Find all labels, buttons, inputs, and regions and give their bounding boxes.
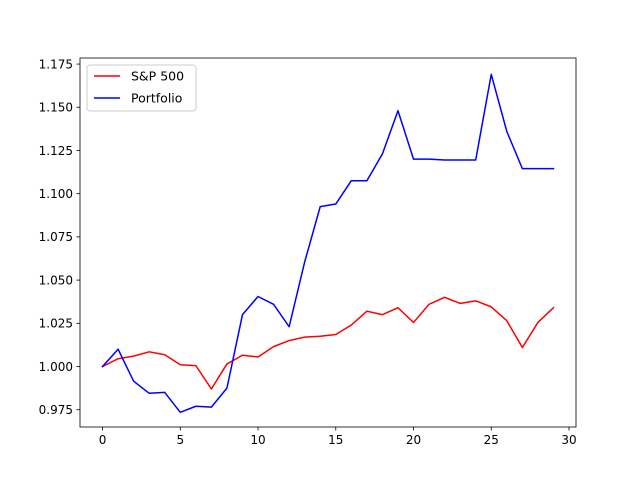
axes-layer <box>79 57 577 428</box>
plot-frame <box>79 57 577 428</box>
legend-label-0: S&P 500 <box>131 69 184 84</box>
plot-background <box>80 58 576 427</box>
y-tick-label-4: 1.075 <box>39 230 73 244</box>
x-tick-label-1: 5 <box>176 433 184 447</box>
series-layer <box>101 73 555 414</box>
y-tick-label-5: 1.100 <box>39 187 73 201</box>
y-tick-label-2: 1.025 <box>39 317 73 331</box>
y-tick-label-3: 1.050 <box>39 273 73 287</box>
series-line-1 <box>101 73 555 414</box>
series-line-0 <box>101 296 555 390</box>
y-tick-label-0: 0.975 <box>39 403 73 417</box>
x-tick-label-4: 20 <box>406 433 421 447</box>
y-tick-label-7: 1.150 <box>39 101 73 115</box>
y-tick-label-6: 1.125 <box>39 144 73 158</box>
x-tick-label-2: 10 <box>250 433 265 447</box>
legend: S&P 500 Portfolio <box>86 64 197 112</box>
x-tick-label-6: 30 <box>561 433 576 447</box>
x-tick-label-0: 0 <box>99 433 107 447</box>
x-tick-label-5: 25 <box>484 433 499 447</box>
y-tick-label-1: 1.000 <box>39 360 73 374</box>
y-tick-label-8: 1.175 <box>39 57 73 71</box>
x-tick-label-3: 15 <box>328 433 343 447</box>
ticks-layer: 0 5 10 15 20 25 30 0.975 1.000 1.025 1.050 1.075 1.1… <box>39 57 577 447</box>
legend-label-1: Portfolio <box>131 91 182 106</box>
